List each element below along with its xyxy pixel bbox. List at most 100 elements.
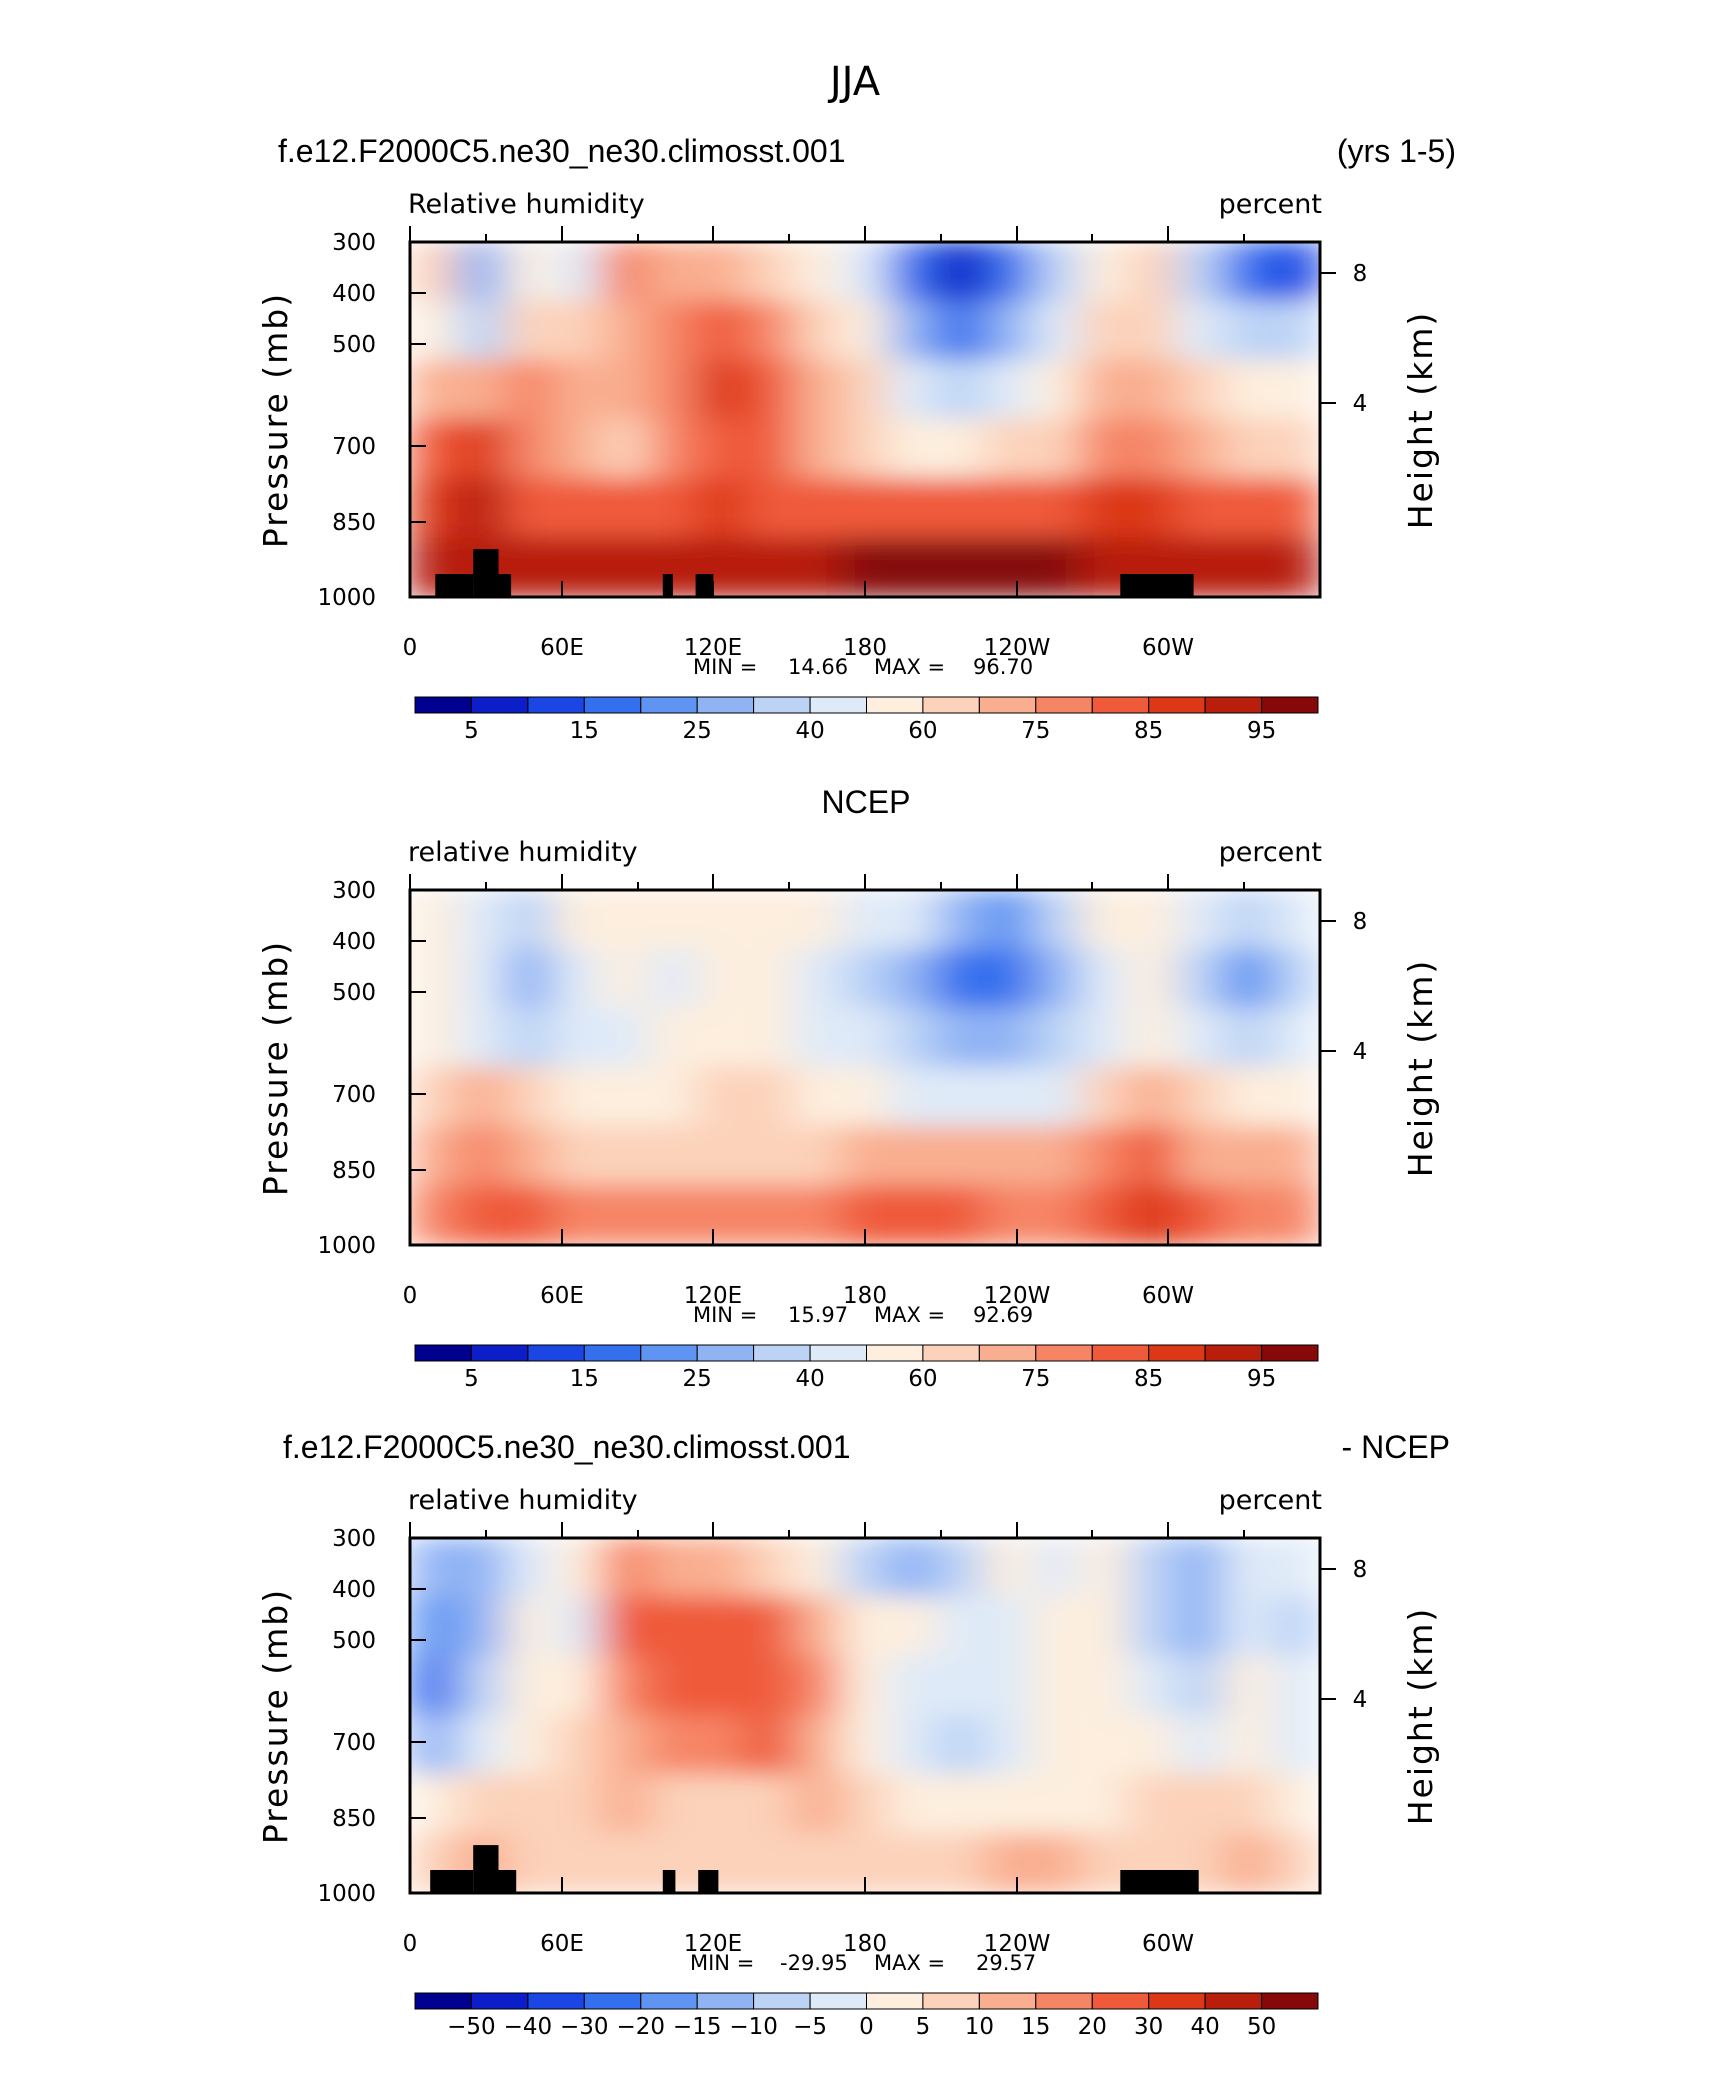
contour-cell [1032,1538,1081,1598]
contour-cell [792,419,842,480]
colorbar-swatch [866,1344,924,1362]
contour-cell [457,890,507,950]
contour-cell [936,359,986,420]
contour-cell [1032,1007,1081,1068]
contour-cell [457,478,507,539]
min-label: MIN = [693,1303,757,1327]
contour-cell [936,1538,986,1598]
contour-cell [936,1185,986,1245]
contour-cell [1032,948,1081,1009]
y-tick-labels: 300 400 500 700 850 1000 [317,878,376,1259]
contour-cell [457,1067,507,1128]
contour-cell [1271,1126,1320,1187]
contour-cell [457,1007,507,1068]
contour-cell [840,1126,890,1187]
contour-cell [601,1596,650,1657]
contour-cell [792,948,842,1009]
contour-cell [888,1538,938,1598]
colorbar-swatch [809,696,867,714]
y-tick-label: 300 [332,1526,376,1552]
y2-axis-title: Height (km) [1401,1607,1440,1826]
contour-cell [410,1596,459,1657]
y-tick-label: 700 [332,434,376,460]
colorbar-label: 0 [859,2014,874,2040]
contour-cell [984,537,1034,597]
colorbar-swatch [753,696,811,714]
contour-cell [601,1774,650,1835]
contour-cell [601,1185,650,1245]
contour-cell [744,1833,794,1893]
contour-cell [984,1774,1034,1835]
contour-cell [840,419,890,480]
x-tick-labels: 0 60E 120E 180 120W 60W [403,635,1194,661]
panel-title-left: f.e12.F2000C5.ne30_ne30.climosst.001 [278,133,846,169]
colorbar-swatch [1035,1992,1093,2010]
contour-cell [649,948,698,1009]
y2-tick-label: 4 [1353,1039,1368,1065]
contour-cell [936,419,986,480]
colorbar-swatch [583,1344,642,1362]
contour-cell [840,1715,890,1776]
x-tick-label: 60W [1142,635,1194,661]
colorbar-label: 40 [1190,2014,1219,2040]
y-tick-label: 1000 [317,585,376,611]
contour-cell [792,537,842,597]
contour-cell [696,1774,746,1835]
colorbar-swatch [527,696,585,714]
contour-cell [601,242,650,302]
colorbar-label: −5 [793,2014,827,2040]
colorbar-swatch [470,696,529,714]
colorbar-swatch [414,1992,472,2010]
contour-cell [984,359,1034,420]
contour-cell [1175,948,1225,1009]
min-label: MIN = [690,1951,754,1975]
colorbar-label: 30 [1134,2014,1163,2040]
colorbar-label: 50 [1247,2014,1276,2040]
panel-title-right: - NCEP [1342,1429,1450,1465]
contour-cell [1271,359,1320,420]
contour-cell [744,1596,794,1657]
contour-cell [1223,537,1273,597]
contour-cell [1032,300,1081,361]
contour-cell [553,1126,603,1187]
contour-cell [792,1126,842,1187]
contour-cell [505,1007,555,1068]
land-mask [662,574,673,597]
panel-subtitle-left: relative humidity [408,837,638,868]
y-tick-label: 300 [332,230,376,256]
contour-cell [792,1655,842,1716]
contour-cell [840,948,890,1009]
contour-cell [601,478,650,539]
contour-cell [1175,1067,1225,1128]
contour-cell [1175,890,1225,950]
contour-cell [984,419,1034,480]
contour-cell [553,300,603,361]
ticks [409,1522,1336,1894]
y-axis-title: Pressure (mb) [256,292,295,548]
colorbar-swatch [1091,696,1150,714]
colorbar-label: 15 [570,718,599,744]
contour-cell [936,890,986,950]
contour-cell [840,1596,890,1657]
contour-cell [744,1774,794,1835]
contour-cell [649,300,698,361]
contour-cell [1175,300,1225,361]
y-tick-label: 850 [332,1806,376,1832]
colorbar-label: 95 [1247,718,1276,744]
contour-cell [1223,359,1273,420]
max-label: MAX = [874,1303,945,1327]
contour-cell [1223,242,1273,302]
contour-cell [410,1067,459,1128]
contour-cell [1032,1596,1081,1657]
contour-cell [649,1538,698,1598]
y2-tick-label: 4 [1353,391,1368,417]
y2-tick-label: 8 [1353,261,1368,287]
panel-subtitle-right: percent [1219,837,1322,868]
contour-cell [505,537,555,597]
colorbar-swatch [866,696,924,714]
contour-cell [792,1538,842,1598]
contour-cell [457,359,507,420]
contour-cell [888,1715,938,1776]
contour-cell [744,1067,794,1128]
contour-cell [410,419,459,480]
